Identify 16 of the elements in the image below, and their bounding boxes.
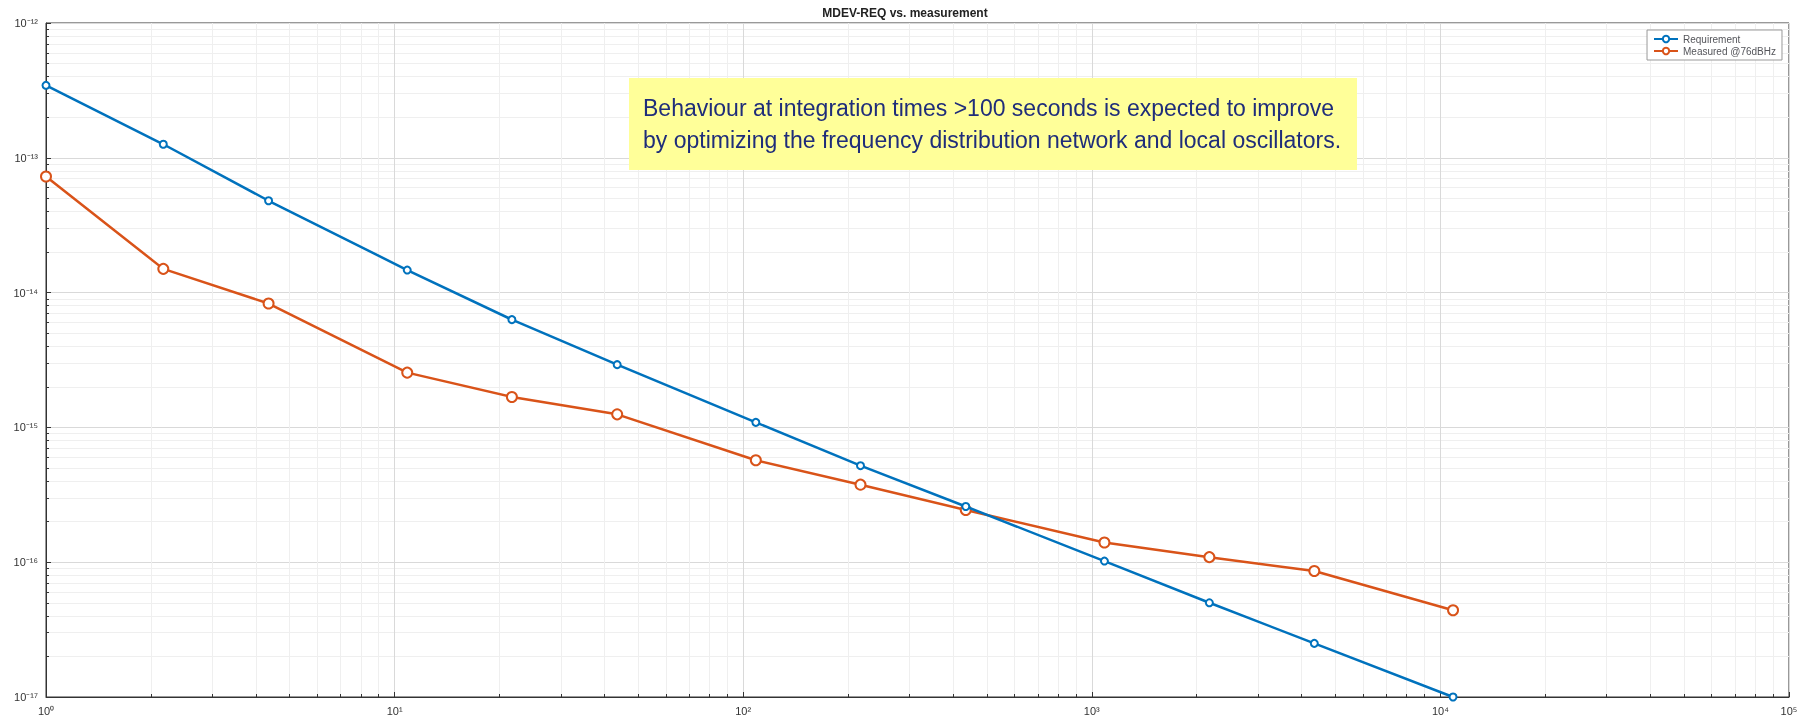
y-tick-label: 10⁻¹⁴: [13, 286, 39, 299]
x-tick-label: 10³: [1083, 704, 1101, 717]
y-tick-label: 10⁻¹²: [14, 17, 39, 29]
x-tick-label: 10¹: [386, 704, 403, 717]
y-tick-label: 10⁻¹⁶: [13, 556, 38, 569]
chart-title: MDEV-REQ vs. measurement: [822, 6, 988, 20]
y-tick-label: 10⁻¹⁷: [14, 691, 39, 703]
y-tick-label: 10⁻¹³: [14, 151, 39, 164]
x-tick-label: 10⁵: [1780, 704, 1798, 717]
y-tick-label: 10⁻¹⁵: [13, 421, 38, 434]
annotation: Behaviour at integration times >100 seconds is expected to improve by optimizing the frequency distribution network and local oscillators.: [643, 95, 1342, 153]
legend-label: Requirement: [1683, 33, 1741, 45]
legend-label: Measured @76dBHz: [1683, 45, 1777, 57]
x-tick-label: 10⁴: [1431, 704, 1450, 717]
x-tick-label: 10²: [735, 704, 752, 717]
x-tick-label: 10⁰: [37, 704, 55, 717]
